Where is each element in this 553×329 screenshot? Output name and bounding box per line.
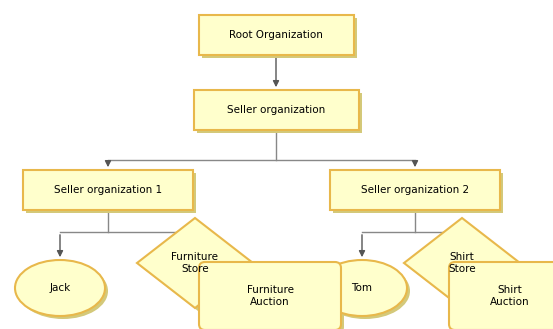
Bar: [333, 173, 503, 213]
FancyBboxPatch shape: [452, 265, 553, 329]
Bar: [330, 170, 500, 210]
Bar: [26, 173, 196, 213]
Text: Seller organization 2: Seller organization 2: [361, 185, 469, 195]
Bar: [201, 18, 357, 58]
Ellipse shape: [18, 263, 108, 319]
Polygon shape: [407, 221, 523, 311]
Text: Shirt
Store: Shirt Store: [448, 252, 476, 274]
Bar: [23, 170, 193, 210]
FancyBboxPatch shape: [449, 262, 553, 329]
Ellipse shape: [15, 260, 105, 316]
Bar: [194, 90, 358, 130]
Bar: [196, 93, 362, 133]
Text: Seller organization 1: Seller organization 1: [54, 185, 162, 195]
Polygon shape: [137, 218, 253, 308]
Ellipse shape: [320, 263, 410, 319]
Polygon shape: [140, 221, 256, 311]
Text: Tom: Tom: [352, 283, 373, 293]
Bar: [199, 15, 353, 55]
Text: Jack: Jack: [49, 283, 71, 293]
Ellipse shape: [317, 260, 407, 316]
Text: Seller organization: Seller organization: [227, 105, 325, 115]
Polygon shape: [404, 218, 520, 308]
Text: Shirt
Auction: Shirt Auction: [490, 285, 530, 307]
Text: Furniture
Auction: Furniture Auction: [247, 285, 294, 307]
Text: Root Organization: Root Organization: [229, 30, 323, 40]
FancyBboxPatch shape: [199, 262, 341, 329]
FancyBboxPatch shape: [202, 265, 344, 329]
Text: Furniture
Store: Furniture Store: [171, 252, 218, 274]
